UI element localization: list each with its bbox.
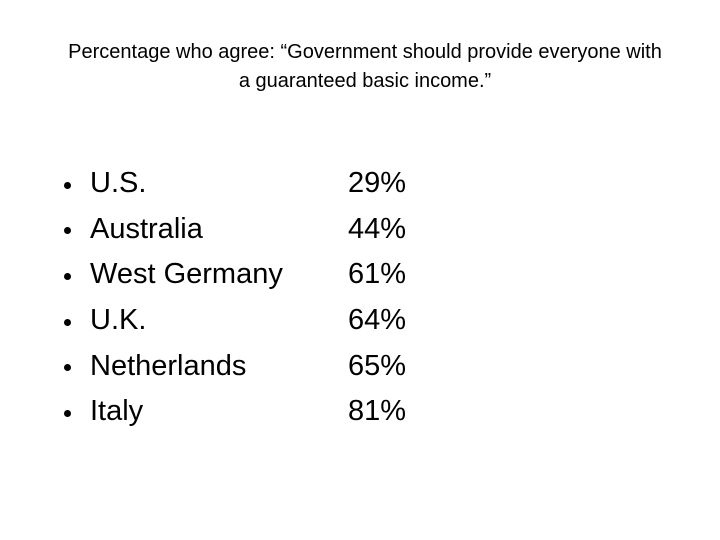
bullet-icon <box>64 181 71 189</box>
country-label: West Germany <box>90 258 283 291</box>
list-item: U.K. 64% <box>62 298 482 344</box>
country-label: Netherlands <box>90 349 247 382</box>
country-value: 61% <box>348 258 407 291</box>
country-label: Italy <box>90 395 144 428</box>
bullet-icon <box>64 409 71 417</box>
country-list: U.S. 29% Australia 44% West Germany 61% … <box>62 161 482 435</box>
slide-title-line-1: Percentage who agree: “Government should… <box>68 41 662 63</box>
list-item: Australia 44% <box>62 207 482 253</box>
country-value: 44% <box>348 212 407 245</box>
bullet-icon <box>64 318 71 326</box>
country-label: Australia <box>90 212 203 245</box>
list-item: U.S. 29% <box>62 161 482 207</box>
list-item: West Germany 61% <box>62 252 482 298</box>
bullet-icon <box>64 227 71 235</box>
country-value: 65% <box>348 349 407 382</box>
country-label: U.S. <box>90 167 147 200</box>
country-value: 81% <box>348 395 407 428</box>
bullet-icon <box>64 272 71 280</box>
country-label: U.K. <box>90 304 147 337</box>
country-value: 29% <box>348 167 407 200</box>
bullet-icon <box>64 364 71 372</box>
slide-title: Percentage who agree: “Government should… <box>20 38 710 96</box>
country-value: 64% <box>348 304 407 337</box>
list-item: Italy 81% <box>62 389 482 435</box>
slide-title-line-2: a guaranteed basic income.” <box>238 70 492 92</box>
list-item: Netherlands 65% <box>62 343 482 389</box>
